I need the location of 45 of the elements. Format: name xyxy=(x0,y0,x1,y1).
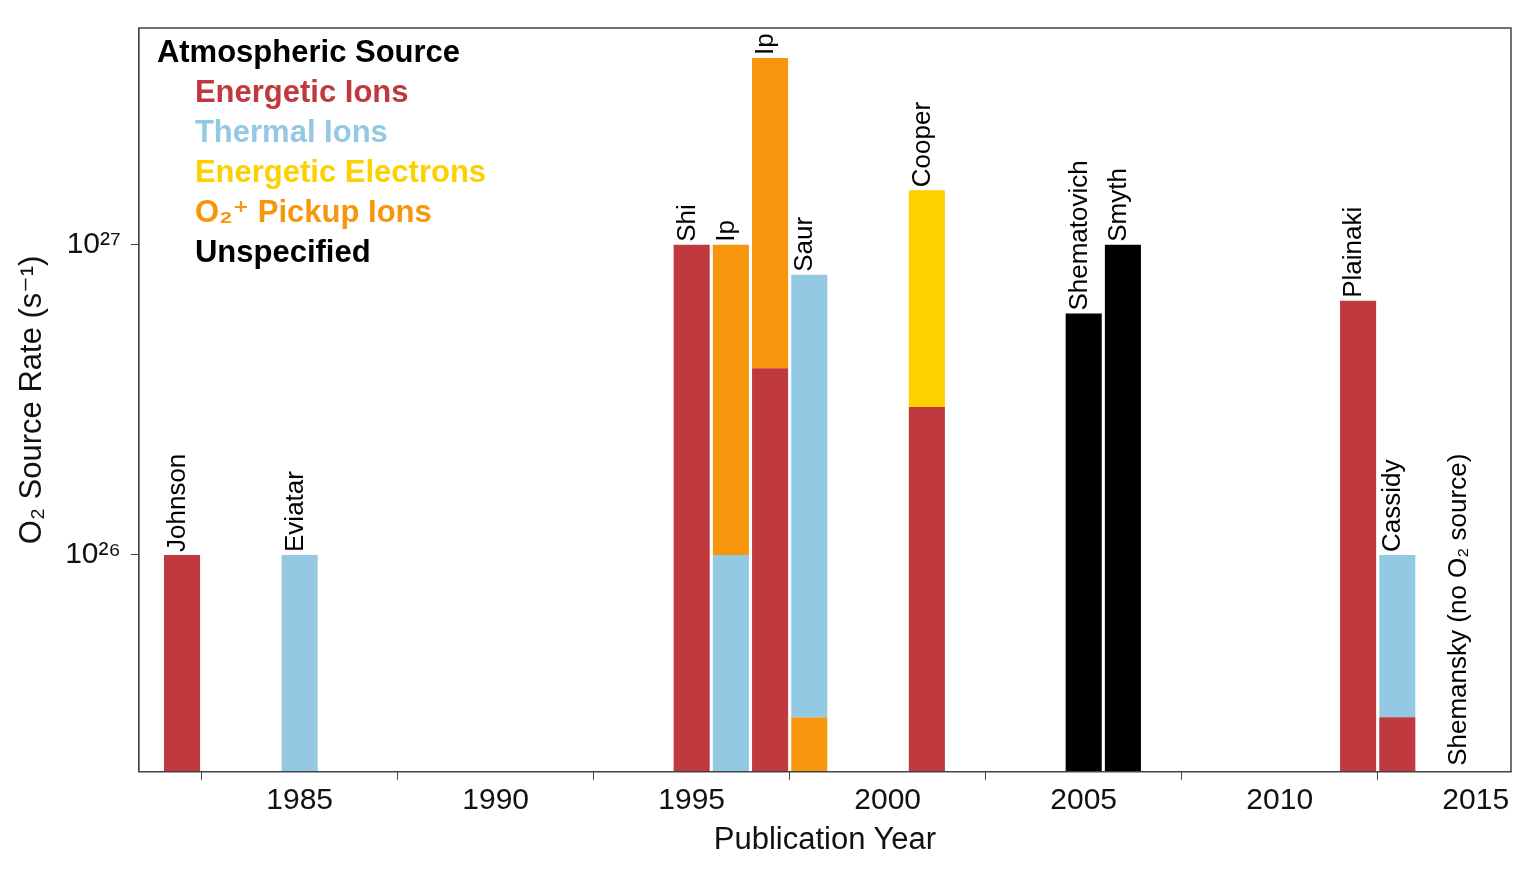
annotation: Shi xyxy=(670,204,701,242)
y-axis-title: O₂ Source Rate (s⁻¹) xyxy=(13,255,49,545)
bar xyxy=(1065,313,1102,772)
text: Thermal Ions xyxy=(194,114,388,150)
x-tick-label: 1990 xyxy=(462,782,530,816)
bar xyxy=(908,407,945,772)
annotation: Shematovich xyxy=(1062,160,1093,311)
x-tick-label: 2005 xyxy=(1050,782,1118,816)
bar xyxy=(791,717,828,772)
legend-title: Atmospheric Source xyxy=(156,34,461,70)
annotation: Cassidy xyxy=(1376,459,1407,552)
x-axis-title: Publication Year xyxy=(713,820,937,856)
bar xyxy=(791,274,828,718)
text: Unspecified xyxy=(194,234,371,270)
annotation: Smyth xyxy=(1102,168,1133,242)
x-tick-label: 2000 xyxy=(854,782,922,816)
annotation: Shemansky (no O₂ source) xyxy=(1442,453,1473,766)
annotation: Plainaki xyxy=(1337,206,1368,298)
annotation: Ip xyxy=(749,33,780,56)
bar xyxy=(1104,244,1141,772)
x-tick-label: 2010 xyxy=(1246,782,1314,816)
x-tick-label: 2015 xyxy=(1442,782,1510,816)
bar xyxy=(712,244,749,555)
y-tick-label: 10²⁶ xyxy=(65,536,121,570)
bar xyxy=(752,58,789,369)
annotation: Cooper xyxy=(906,101,937,188)
text: Energetic Electrons xyxy=(194,154,487,190)
bar xyxy=(908,190,945,407)
bar xyxy=(752,368,789,772)
y-tick-label: 10²⁷ xyxy=(66,226,121,260)
bar xyxy=(712,554,749,772)
annotation: Johnson xyxy=(161,453,192,552)
annotation: Ip xyxy=(710,220,741,242)
bar xyxy=(281,554,318,772)
bar xyxy=(673,244,710,772)
text: Energetic Ions xyxy=(194,74,409,110)
annotation: Saur xyxy=(788,216,819,272)
bar xyxy=(1379,717,1416,772)
bar xyxy=(1340,300,1377,772)
x-tick-label: 1985 xyxy=(266,782,334,816)
annotation: Eviatar xyxy=(278,470,309,552)
bar xyxy=(164,554,201,772)
text: O₂⁺ Pickup Ions xyxy=(194,194,432,230)
x-tick-label: 1995 xyxy=(658,782,726,816)
bar xyxy=(1379,554,1416,718)
